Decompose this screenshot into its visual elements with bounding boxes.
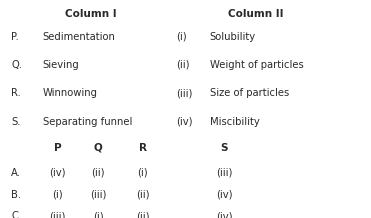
Text: (iii): (iii) xyxy=(176,88,193,98)
Text: (iii): (iii) xyxy=(49,211,66,218)
Text: (iv): (iv) xyxy=(216,190,233,200)
Text: (iv): (iv) xyxy=(216,211,233,218)
Text: Winnowing: Winnowing xyxy=(43,88,98,98)
Text: B.: B. xyxy=(11,190,21,200)
Text: (iii): (iii) xyxy=(90,190,106,200)
Text: Solubility: Solubility xyxy=(210,32,256,42)
Text: Sedimentation: Sedimentation xyxy=(43,32,115,42)
Text: R.: R. xyxy=(11,88,21,98)
Text: (ii): (ii) xyxy=(92,168,105,178)
Text: R: R xyxy=(139,143,147,153)
Text: (iv): (iv) xyxy=(49,168,66,178)
Text: Miscibility: Miscibility xyxy=(210,117,259,127)
Text: Column I: Column I xyxy=(65,9,116,19)
Text: (i): (i) xyxy=(176,32,187,42)
Text: Q.: Q. xyxy=(11,60,22,70)
Text: P: P xyxy=(54,143,61,153)
Text: (i): (i) xyxy=(138,168,148,178)
Text: S.: S. xyxy=(11,117,21,127)
Text: (iv): (iv) xyxy=(176,117,193,127)
Text: (i): (i) xyxy=(52,190,63,200)
Text: Q: Q xyxy=(94,143,103,153)
Text: Size of particles: Size of particles xyxy=(210,88,289,98)
Text: (iii): (iii) xyxy=(216,168,233,178)
Text: P.: P. xyxy=(11,32,19,42)
Text: Sieving: Sieving xyxy=(43,60,79,70)
Text: Weight of particles: Weight of particles xyxy=(210,60,303,70)
Text: (ii): (ii) xyxy=(136,211,150,218)
Text: (i): (i) xyxy=(93,211,104,218)
Text: Column II: Column II xyxy=(228,9,284,19)
Text: Separating funnel: Separating funnel xyxy=(43,117,132,127)
Text: C.: C. xyxy=(11,211,21,218)
Text: S: S xyxy=(221,143,228,153)
Text: (ii): (ii) xyxy=(136,190,150,200)
Text: (ii): (ii) xyxy=(176,60,190,70)
Text: A.: A. xyxy=(11,168,21,178)
